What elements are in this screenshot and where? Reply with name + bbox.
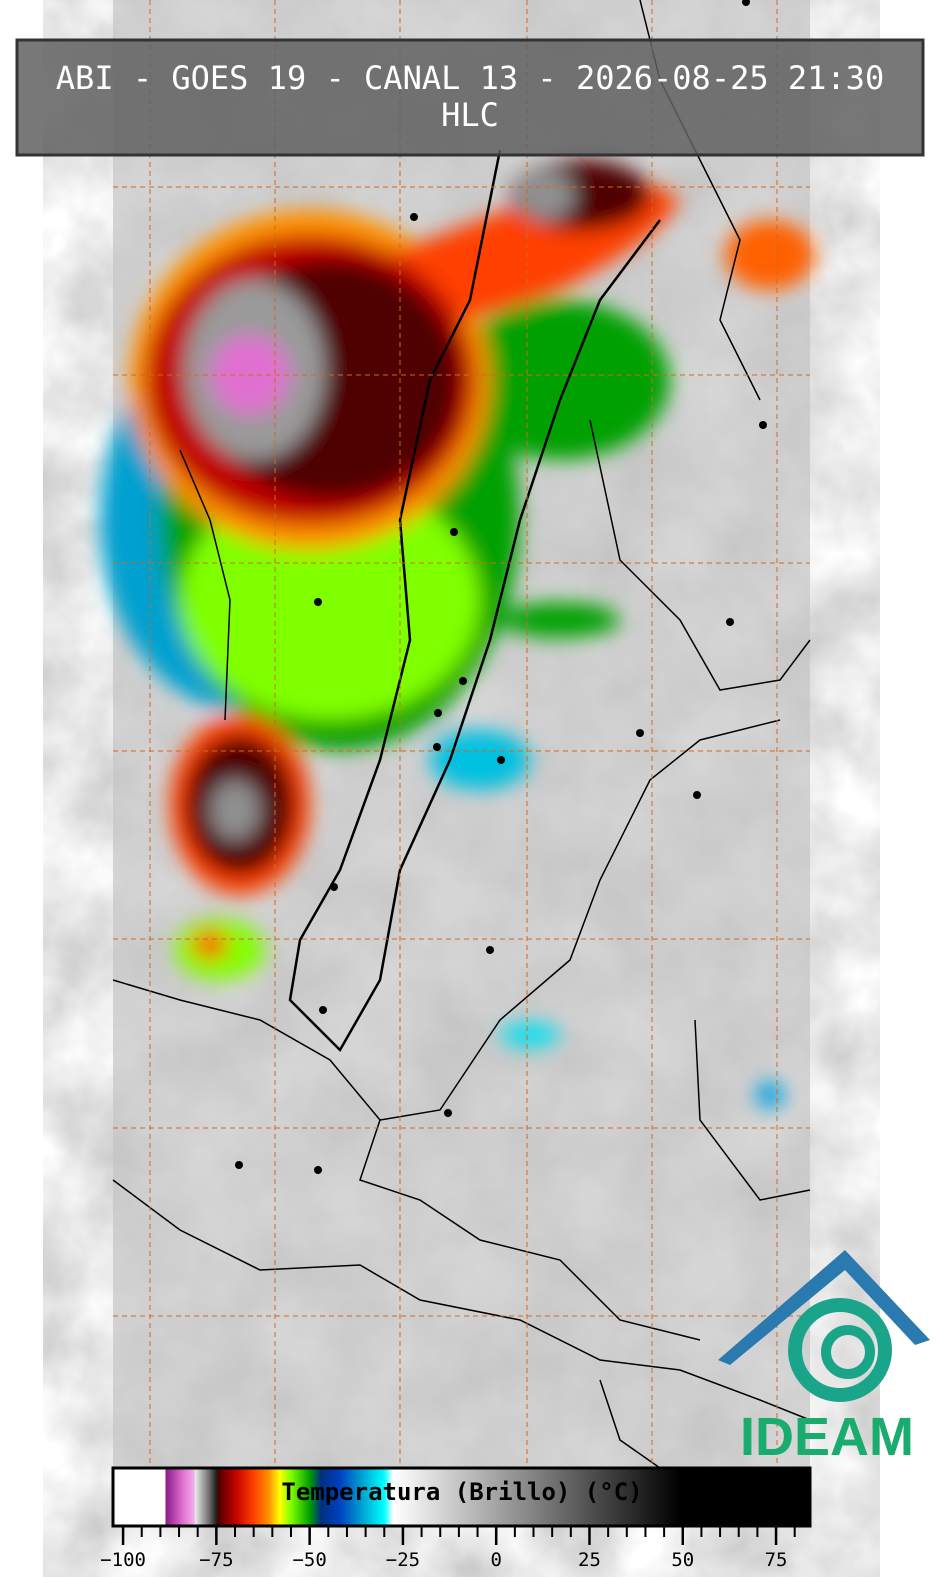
- tick-label: −25: [386, 1549, 420, 1571]
- tick-label: 50: [671, 1549, 694, 1571]
- colorbar-label: Temperatura (Brillo) (°C): [281, 1478, 642, 1506]
- colorbar: Temperatura (Brillo) (°C) −100 −75 −50 −25 0…: [100, 1466, 812, 1571]
- lat-lon-grid: [113, 0, 810, 1468]
- logo-text: IDEAM: [740, 1407, 914, 1467]
- subtitle: HLC: [441, 96, 499, 134]
- tick-label: 25: [578, 1549, 601, 1571]
- tick-label: 75: [765, 1549, 788, 1571]
- title-box: [15, 38, 925, 157]
- title: ABI - GOES 19 - CANAL 13 - 2026-08-25 21…: [56, 59, 884, 97]
- tick-label: −75: [199, 1549, 233, 1571]
- ideam-logo: IDEAM: [718, 1250, 930, 1467]
- tick-label: −100: [100, 1549, 146, 1571]
- city-dots: [235, 0, 767, 1174]
- tick-label: 0: [490, 1549, 501, 1571]
- convective-clouds: [100, 160, 815, 1109]
- colorbar-ramp: [111, 1466, 812, 1528]
- tick-label: −50: [292, 1549, 326, 1571]
